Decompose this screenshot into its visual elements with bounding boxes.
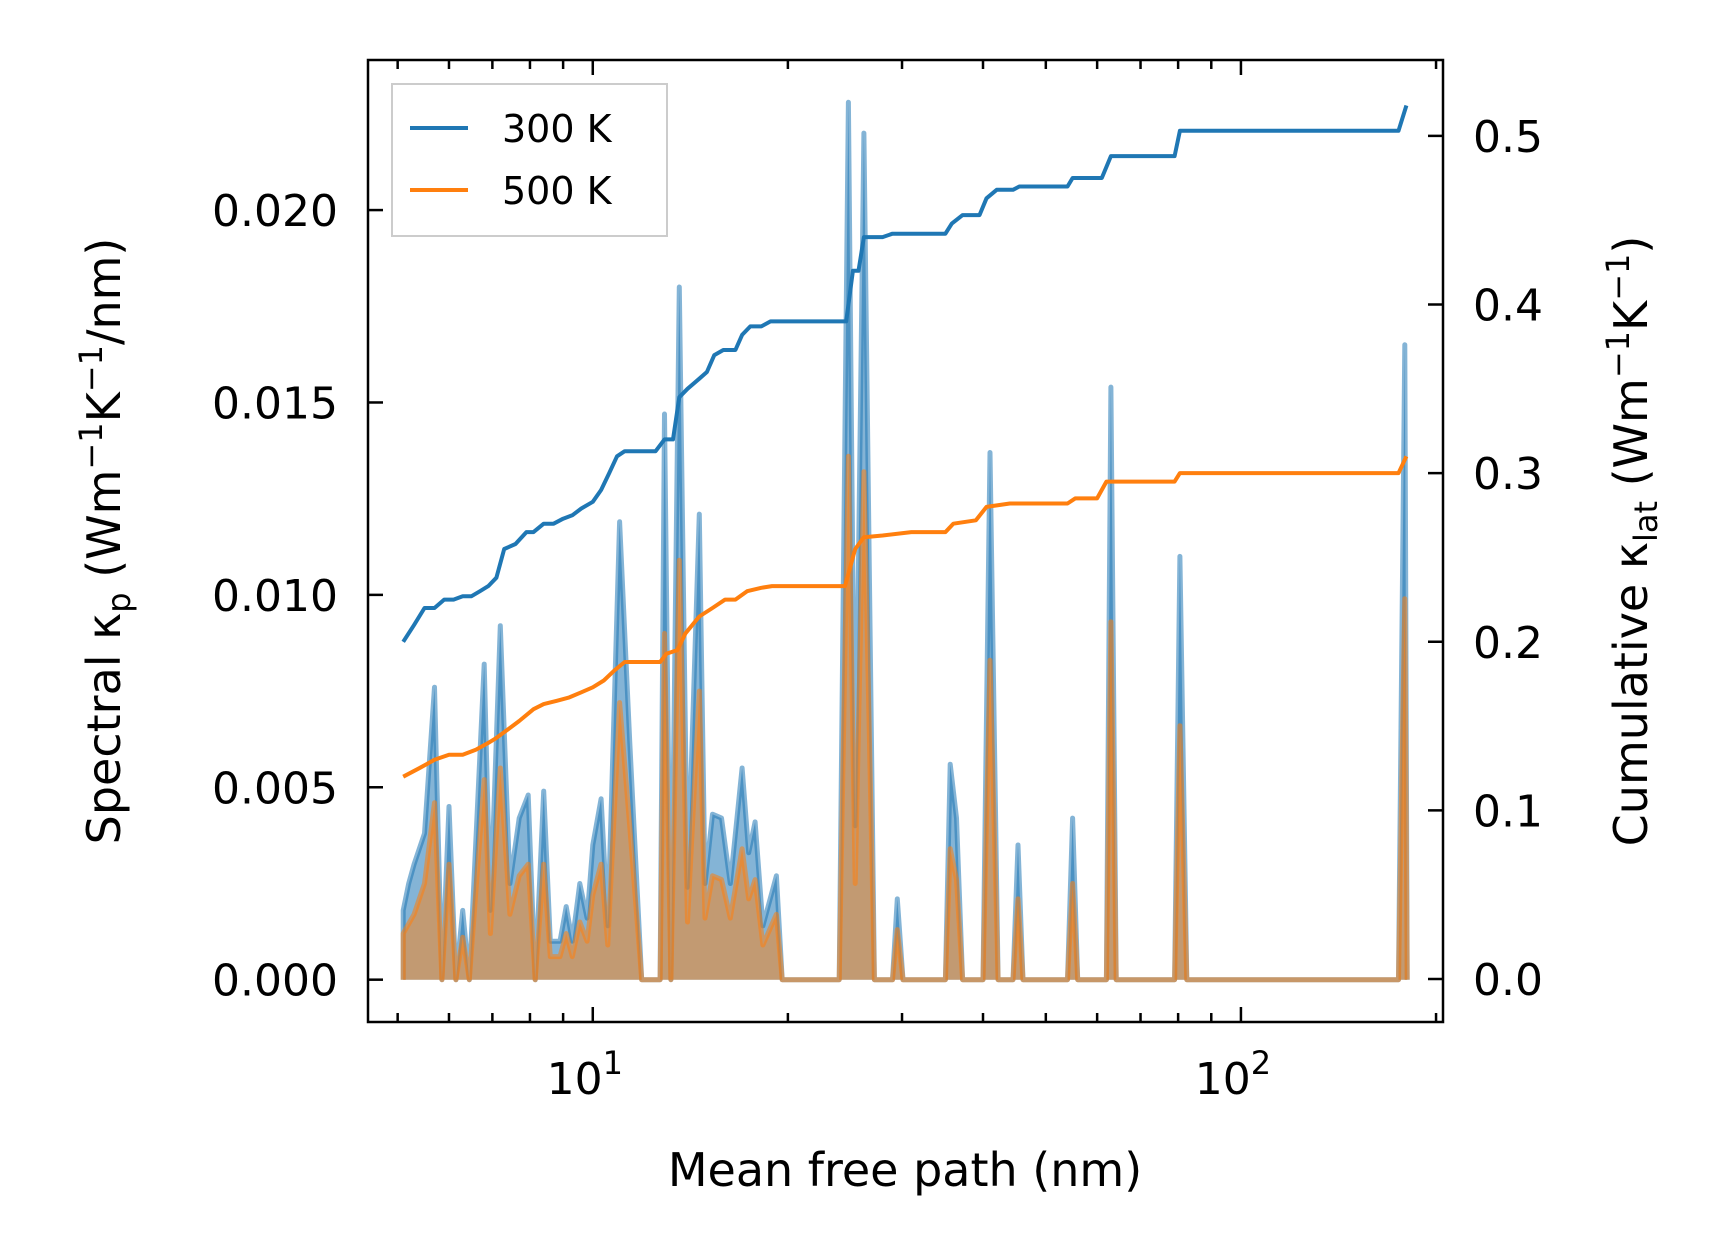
legend-box xyxy=(391,83,668,237)
x-tick-label: 102 xyxy=(1195,1044,1271,1105)
y-left-tick-label: 0.015 xyxy=(212,378,338,429)
y-right-tick-label: 0.2 xyxy=(1473,618,1543,669)
y-right-tick-label: 0.5 xyxy=(1473,112,1543,163)
y-left-tick-label: 0.020 xyxy=(212,186,338,237)
cumulative-line-500k xyxy=(402,455,1409,779)
y-right-tick-label: 0.1 xyxy=(1473,786,1543,837)
legend-label-300k: 300 K xyxy=(502,107,613,151)
spectral-fills xyxy=(400,99,1410,983)
y-right-tick-label: 0.0 xyxy=(1473,955,1543,1006)
x-axis-ticks: 101 102 xyxy=(396,60,1438,1105)
legend-label-500k: 500 K xyxy=(502,169,613,213)
y-right-tick-label: 0.4 xyxy=(1473,281,1543,332)
spectral-outline-500k xyxy=(400,453,1410,983)
legend: 300 K 500 K xyxy=(391,83,668,237)
spectral-outline-300k xyxy=(400,99,1410,983)
x-tick-label: 101 xyxy=(547,1044,623,1105)
y-left-axis-label: Spectral κp (Wm−1K−1/nm) xyxy=(72,238,138,845)
y-left-tick-label: 0.010 xyxy=(212,571,338,622)
spectral-area-500k xyxy=(403,456,1408,980)
y-right-axis-label: Cumulative κlat (Wm−1K−1) xyxy=(1599,236,1665,847)
y-right-tick-label: 0.3 xyxy=(1473,449,1543,500)
y-left-axis-ticks: 0.000 0.005 0.010 0.015 0.020 xyxy=(212,186,383,1007)
y-left-tick-label: 0.005 xyxy=(212,763,338,814)
x-axis-label: Mean free path (nm) xyxy=(668,1143,1142,1197)
cumulative-lines xyxy=(401,104,1409,779)
y-right-axis-ticks: 0.0 0.1 0.2 0.3 0.4 0.5 xyxy=(1428,112,1543,1006)
y-left-tick-label: 0.000 xyxy=(212,956,338,1007)
plot-frame xyxy=(366,58,1445,1024)
cumulative-line-300k xyxy=(401,104,1409,643)
